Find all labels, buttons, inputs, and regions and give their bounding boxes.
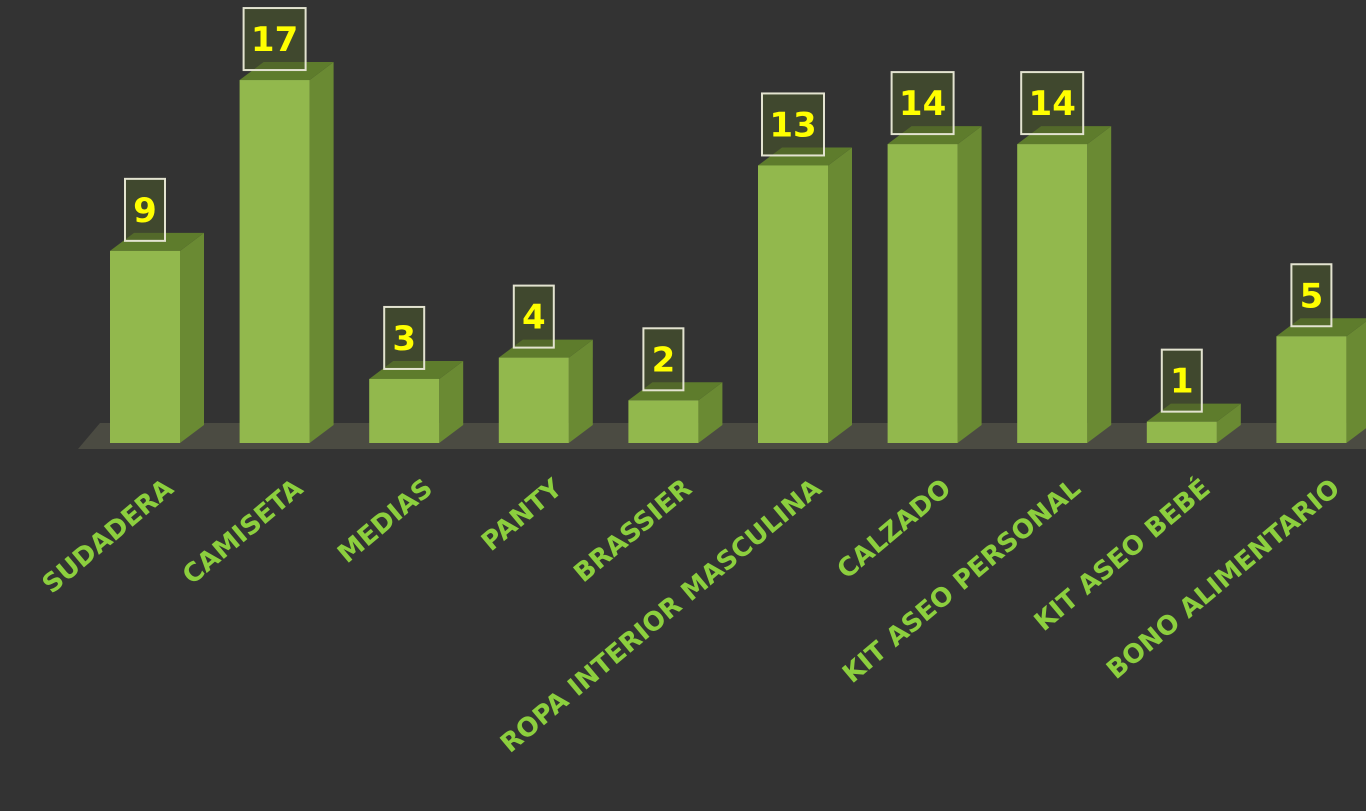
- data-label-box: [1290, 263, 1333, 328]
- category-label: PANTY: [476, 473, 569, 558]
- data-label-box: [761, 92, 825, 157]
- category-label: CAMISETA: [177, 473, 309, 591]
- bar-side: [439, 360, 464, 443]
- data-label: 17: [251, 20, 298, 60]
- bar: [110, 250, 180, 443]
- bar: [239, 80, 310, 444]
- bar-side: [1087, 126, 1112, 443]
- bar-side: [957, 126, 982, 443]
- bar: [498, 357, 569, 443]
- bar: [369, 378, 440, 443]
- data-label-box: [1020, 71, 1085, 136]
- category-label: MEDIAS: [332, 473, 438, 569]
- data-label: 14: [899, 84, 946, 124]
- data-label: 2: [652, 340, 676, 380]
- data-label: 4: [522, 298, 546, 338]
- data-label-box: [890, 71, 955, 136]
- bar-side: [828, 147, 852, 443]
- data-label: 1: [1170, 362, 1194, 402]
- data-label: 9: [133, 191, 157, 231]
- data-label-box: [512, 284, 555, 349]
- bar-side: [309, 62, 334, 444]
- bar-side: [568, 339, 593, 443]
- bar: [887, 144, 958, 443]
- bar: [758, 165, 828, 443]
- category-label: BONO ALIMENTARIO: [1101, 473, 1346, 685]
- category-label: CALZADO: [832, 473, 957, 585]
- bar-side: [698, 382, 723, 443]
- data-label-box: [242, 7, 307, 72]
- data-label: 13: [769, 105, 816, 145]
- category-label: SUDADERA: [37, 473, 180, 599]
- data-label: 3: [392, 319, 416, 359]
- bar-side: [180, 232, 204, 443]
- bar-side: [1346, 321, 1366, 443]
- data-label: 14: [1029, 84, 1076, 124]
- category-label: BRASSIER: [569, 473, 698, 588]
- category-label: KIT ASEO PERSONAL: [837, 473, 1086, 689]
- bar: [1146, 421, 1217, 443]
- data-label-box: [124, 177, 166, 242]
- bar-side: [1216, 403, 1241, 443]
- bar: [1017, 144, 1088, 443]
- data-label-box: [642, 327, 685, 392]
- data-label-box: [1160, 348, 1203, 413]
- bar: [1276, 336, 1347, 443]
- data-label-box: [383, 305, 426, 370]
- bar: [628, 400, 699, 443]
- data-label: 5: [1300, 276, 1324, 316]
